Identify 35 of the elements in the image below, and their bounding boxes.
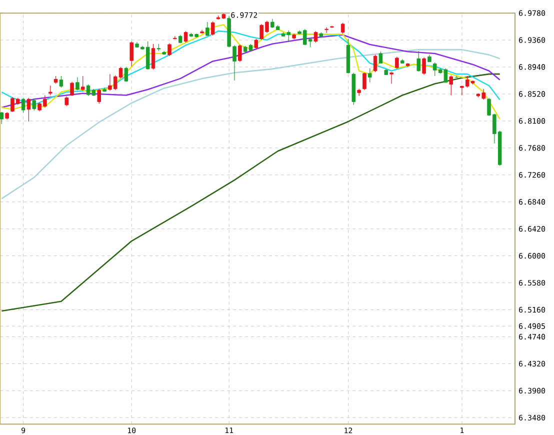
candlestick [378, 51, 383, 64]
candlestick [238, 44, 242, 62]
candlestick [357, 88, 361, 96]
candlestick [64, 96, 68, 106]
candlestick [362, 72, 366, 90]
candlestick [422, 57, 426, 76]
candlestick [390, 72, 394, 84]
line-series [0, 73, 500, 312]
candlestick [80, 76, 85, 92]
candlestick [59, 76, 64, 88]
candlestick [314, 30, 318, 43]
candlestick [206, 22, 210, 36]
candlestick [395, 56, 399, 70]
candlestick [184, 30, 188, 43]
candlestick [32, 98, 36, 111]
candlestick [254, 38, 258, 50]
candlestick [449, 75, 453, 96]
candlestick [130, 41, 134, 67]
candlestick [26, 98, 31, 122]
candlestick [76, 76, 80, 90]
candlestick [416, 50, 420, 72]
candlestick [210, 21, 215, 36]
candlestick [97, 88, 101, 104]
candlestick [373, 54, 378, 72]
candlestick [70, 81, 74, 96]
candlestick [0, 112, 4, 124]
candlestick [368, 68, 372, 83]
candlestick [168, 42, 172, 56]
candlestick [340, 22, 345, 34]
candlestick [21, 98, 26, 113]
candlestick [124, 66, 128, 82]
line-series [0, 49, 500, 200]
candlestick [48, 85, 52, 96]
candlestick [324, 26, 328, 34]
candlestick [151, 44, 156, 70]
